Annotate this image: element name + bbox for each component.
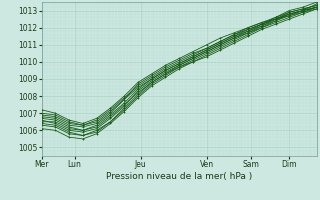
X-axis label: Pression niveau de la mer( hPa ): Pression niveau de la mer( hPa ) <box>106 172 252 181</box>
